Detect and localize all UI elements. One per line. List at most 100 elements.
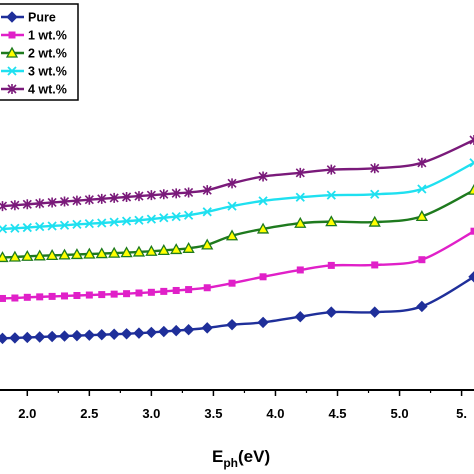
data-point-2-23 [467,183,474,195]
data-point-2-13 [157,244,170,256]
data-point-3-22 [417,184,427,194]
data-point-1-1 [11,294,19,302]
data-point-2-19 [294,216,307,228]
data-point-1-18 [259,273,267,281]
x-tick-label: 4.0 [266,406,284,421]
data-point-0-13 [158,325,170,338]
data-point-0-23 [468,271,474,283]
data-point-2-21 [368,215,381,227]
data-point-1-19 [296,266,304,274]
data-point-2-6 [70,248,84,260]
data-point-3-14 [171,211,181,222]
legend-label-1: 1 wt.% [28,29,67,43]
data-point-0-6 [71,329,83,342]
data-point-4-7 [84,194,94,205]
data-point-4-12 [146,190,156,201]
data-point-1-5 [61,292,69,300]
data-point-0-22 [416,300,428,313]
data-point-0-7 [83,329,96,341]
data-point-1-12 [147,288,155,296]
data-point-3-12 [146,214,157,224]
data-point-1-9 [110,290,118,298]
data-point-1-7 [85,291,93,299]
data-point-3-4 [47,221,57,231]
data-point-3-18 [258,196,268,206]
data-point-3-16 [202,207,212,217]
data-point-2-2 [21,249,34,261]
data-point-3-2 [22,222,32,233]
series-line-1 [2,230,474,300]
data-point-4-14 [171,188,181,199]
data-point-1-15 [185,286,193,294]
legend-marker-4 [7,84,17,94]
legend-marker-0 [6,11,18,23]
plot-area [0,135,474,345]
data-point-4-8 [97,193,107,204]
data-point-3-19 [295,192,305,202]
x-axis-title: Eph(eV) [212,447,270,470]
data-point-2-0 [0,251,9,263]
x-axis-title-unit: (eV) [238,447,270,466]
data-point-3-17 [227,201,237,211]
legend-marker-3 [7,66,17,76]
data-point-3-3 [35,222,45,232]
x-axis: 2.0 2.5 3.0 3.5 4.0 4.5 5.0 5. [0,389,474,421]
data-point-3-6 [72,219,82,229]
x-tick-label: 5.0 [391,406,409,421]
data-point-3-9 [109,217,119,227]
data-point-4-1 [10,200,20,211]
data-point-0-9 [108,328,120,340]
data-point-4-19 [295,167,305,178]
x-tick-label: 5. [456,406,467,421]
data-point-4-11 [134,191,144,202]
data-point-3-23 [469,158,474,168]
data-point-0-0 [0,332,9,345]
x-ticks: 2.0 2.5 3.0 3.5 4.0 4.5 5.0 5. [18,390,467,421]
data-point-0-3 [33,331,46,343]
data-point-0-8 [96,329,108,341]
data-point-3-10 [121,216,132,226]
data-point-2-22 [415,210,428,222]
data-point-2-20 [325,215,338,227]
data-point-2-5 [58,248,71,260]
data-point-4-18 [258,171,268,182]
data-point-0-12 [145,326,158,339]
data-point-2-9 [108,246,121,258]
x-tick-label: 3.0 [142,406,160,421]
data-point-4-22 [417,157,427,168]
data-point-2-7 [83,247,96,259]
data-point-3-0 [0,224,8,234]
data-point-2-16 [201,238,214,250]
data-point-1-0 [0,294,6,302]
data-point-1-11 [135,289,143,297]
data-point-1-20 [327,261,335,269]
data-point-2-4 [46,249,59,261]
x-tick-label: 2.0 [18,406,36,421]
data-point-1-23 [470,227,474,235]
x-tick-label: 2.5 [80,406,98,421]
data-point-2-17 [225,229,239,241]
data-point-4-4 [47,197,57,208]
x-tick-label: 4.5 [328,406,346,421]
series-line-4 [2,138,474,208]
data-point-3-8 [97,218,107,228]
data-point-1-6 [73,291,81,299]
data-point-1-13 [160,287,168,295]
data-point-0-21 [369,306,381,318]
data-point-0-20 [325,306,338,318]
x-axis-title-main: E [212,447,223,466]
data-point-1-3 [36,293,44,301]
data-point-1-2 [23,293,31,301]
data-point-4-2 [22,199,32,210]
data-point-0-17 [226,318,238,331]
data-point-2-12 [145,244,158,256]
data-point-1-8 [98,291,106,299]
legend-label-0: Pure [28,11,56,25]
data-point-2-11 [132,245,146,257]
data-point-1-16 [203,284,211,292]
data-point-4-6 [72,195,82,206]
data-point-3-13 [159,213,169,223]
x-axis-title-subscript: ph [223,456,238,470]
legend-label-2: 2 wt.% [28,47,67,61]
